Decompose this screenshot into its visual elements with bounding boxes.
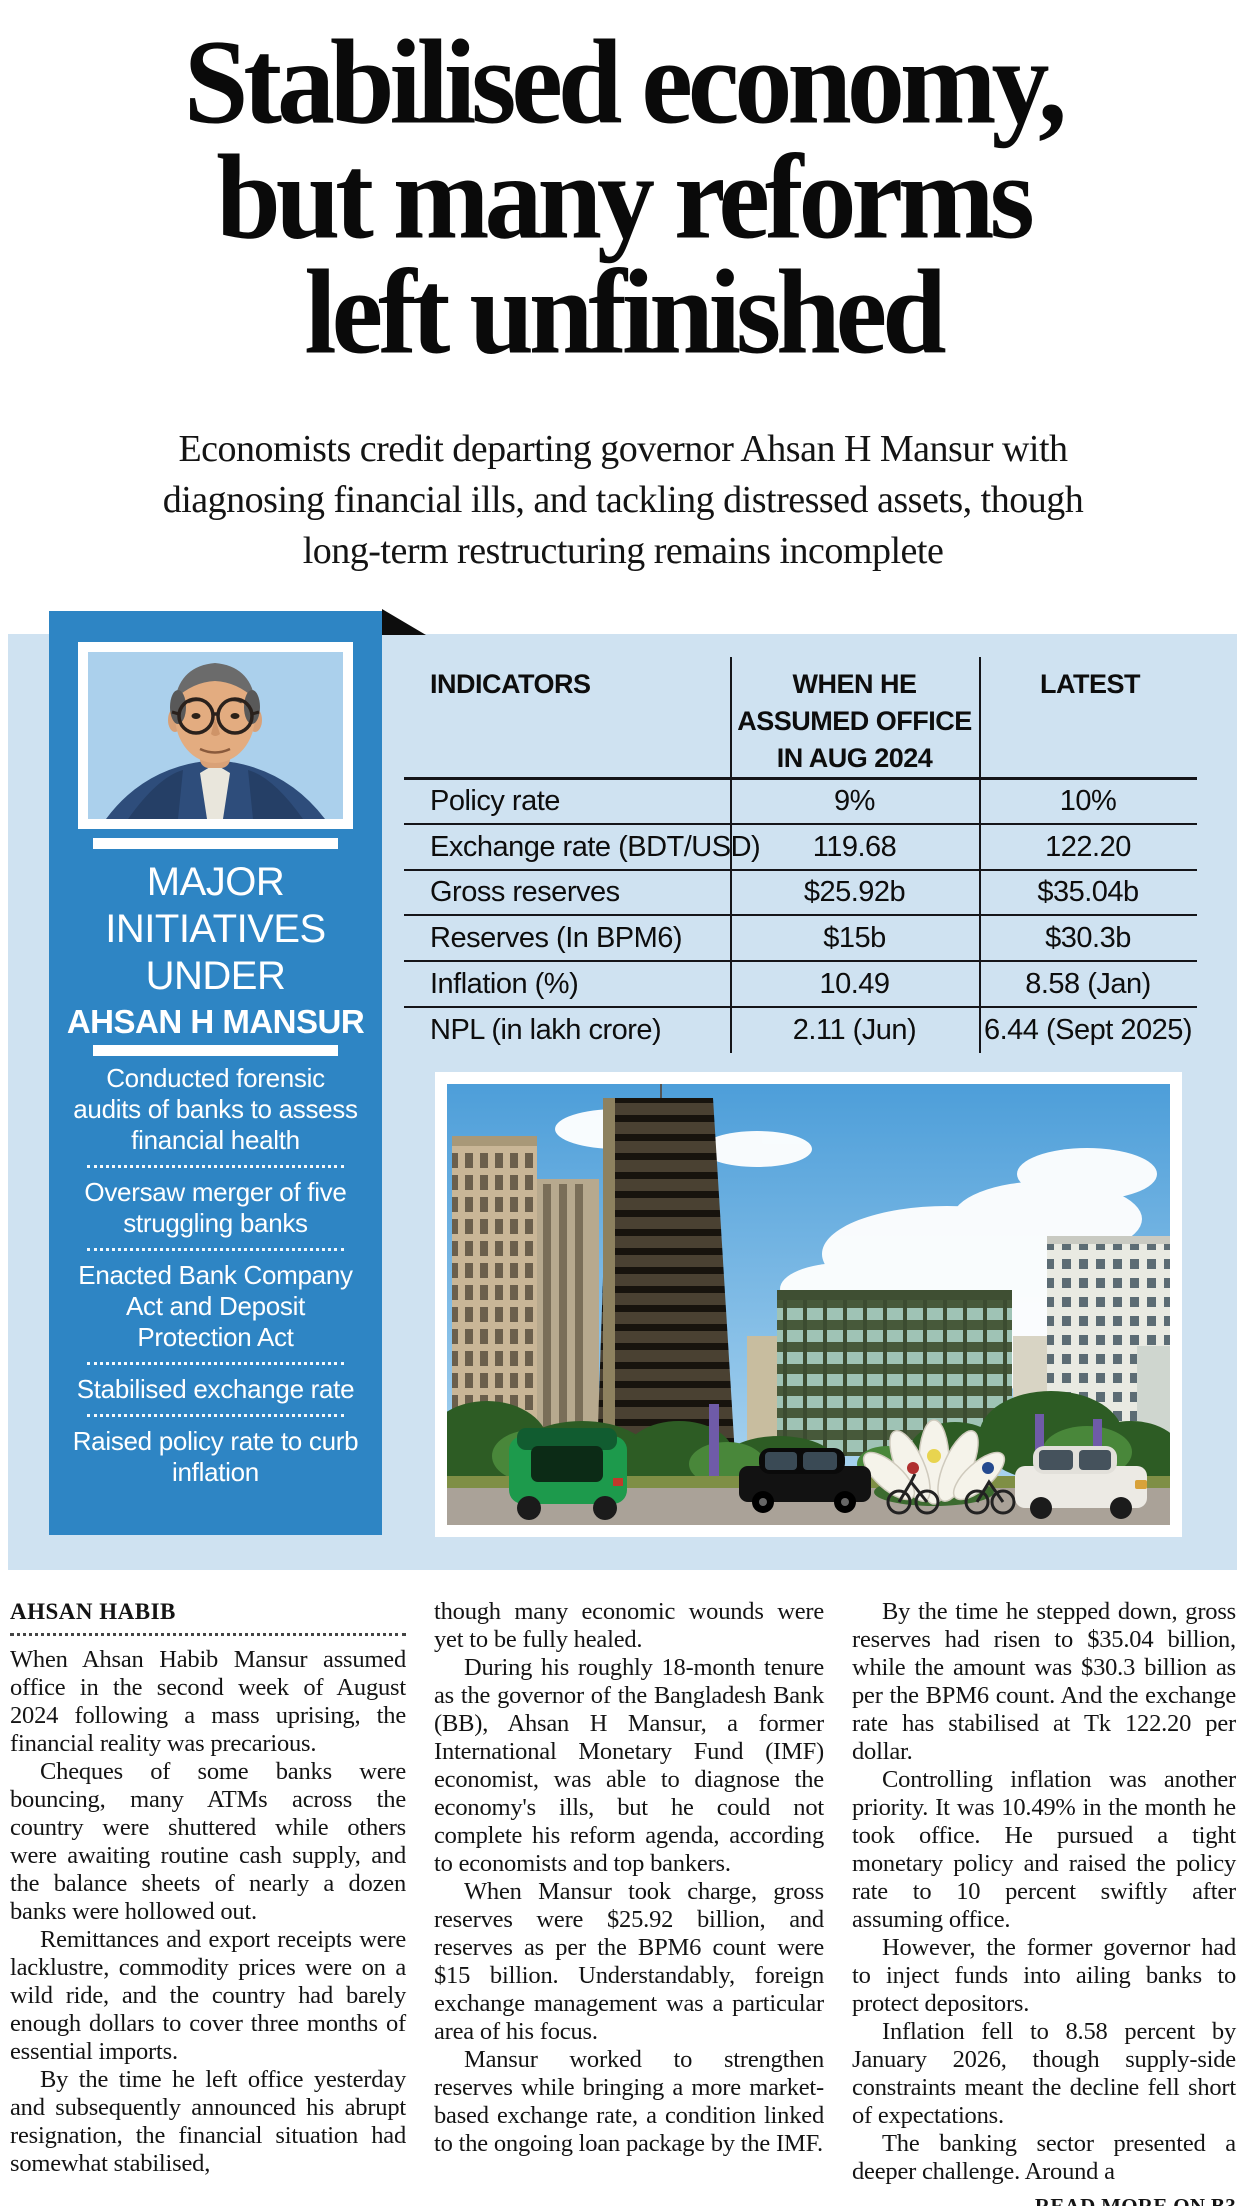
row-latest-value: $30.3b <box>1045 922 1131 954</box>
governor-portrait-photo <box>78 642 353 829</box>
table-header-line: IN AUG 2024 <box>776 743 933 773</box>
row-label: Policy rate <box>430 785 560 817</box>
list-item: Conducted forensic audits of banks to as… <box>73 1063 358 1155</box>
sidebar-divider-bar <box>93 1045 338 1056</box>
table-rule <box>404 869 1197 871</box>
table-row: Reserves (In BPM6) $15b $30.3b <box>404 916 1197 961</box>
row-label: Reserves (In BPM6) <box>430 922 683 954</box>
table-header-assumed-office: WHEN HE ASSUMED OFFICE IN AUG 2024 <box>734 666 975 777</box>
dotted-separator <box>86 1362 345 1365</box>
table-rule <box>404 777 1197 780</box>
row-label: Gross reserves <box>430 876 620 908</box>
paragraph: Cheques of some banks were bouncing, man… <box>10 1758 406 1925</box>
paragraph: When Ahsan Habib Mansur assumed office i… <box>10 1646 406 1757</box>
row-then-value: 9% <box>834 785 875 817</box>
article-column-3: By the time he stepped down, gross reser… <box>852 1598 1236 2206</box>
row-then-value: $25.92b <box>803 876 906 908</box>
table-rule <box>404 960 1197 962</box>
sidebar-initiative-list: Conducted forensic audits of banks to as… <box>69 1063 362 1488</box>
list-item: Stabilised exchange rate <box>76 1374 355 1404</box>
row-then-value: 119.68 <box>812 831 897 863</box>
paragraph: Mansur worked to strengthen reserves whi… <box>434 2046 824 2157</box>
cyclists <box>886 1473 1016 1515</box>
sidebar-title-line: MAJOR <box>146 860 285 904</box>
table-row: Gross reserves $25.92b $35.04b <box>404 870 1197 915</box>
paragraph: By the time he stepped down, gross reser… <box>852 1598 1236 1765</box>
row-label: Inflation (%) <box>430 968 579 1000</box>
subheadline-line: diagnosing financial ills, and tackling … <box>162 479 1084 521</box>
paragraph: The banking sector presented a deeper ch… <box>852 2130 1236 2185</box>
subheadline-line: long-term restructuring remains incomple… <box>302 530 944 572</box>
sidebar-title: MAJOR INITIATIVES UNDER AHSAN H MANSUR <box>49 859 382 1042</box>
sidebar-title-line: INITIATIVES <box>105 907 326 951</box>
table-row: Exchange rate (BDT/USD) 119.68 122.20 <box>404 825 1197 870</box>
headline-line: but many reforms <box>216 131 1035 265</box>
row-latest-value: 6.44 (Sept 2025) <box>983 1014 1193 1046</box>
sidebar-governor-name: AHSAN H MANSUR <box>66 1003 365 1040</box>
paragraph: though many economic wounds were yet to … <box>434 1598 824 1653</box>
paragraph: When Mansur took charge, gross reserves … <box>434 1878 824 2045</box>
white-car <box>1015 1446 1147 1519</box>
row-latest-value: 10% <box>1059 785 1117 817</box>
subheadline: Economists credit departing governor Ahs… <box>0 424 1246 577</box>
read-more-link[interactable]: READ MORE ON B3 <box>1034 2194 1236 2206</box>
headline: Stabilised economy, but many reforms lef… <box>0 16 1246 380</box>
article-column-2: though many economic wounds were yet to … <box>434 1598 824 2158</box>
row-then-value: 2.11 (Jun) <box>792 1014 917 1046</box>
headline-line: left unfinished <box>304 246 946 380</box>
auto-rickshaw <box>509 1428 627 1520</box>
paragraph: Inflation fell to 8.58 percent by Januar… <box>852 2018 1236 2129</box>
black-car <box>739 1448 871 1513</box>
sidebar-divider-bar <box>93 838 338 849</box>
row-latest-value: 8.58 (Jan) <box>1025 968 1151 1000</box>
headline-line: Stabilised economy, <box>183 16 1067 150</box>
sidebar-title-line: UNDER <box>145 954 286 998</box>
subheadline-line: Economists credit departing governor Ahs… <box>178 428 1068 470</box>
table-column-divider <box>730 657 732 1053</box>
row-then-value: $15b <box>823 922 886 954</box>
table-row: Policy rate 9% 10% <box>404 779 1197 824</box>
street-photo-illustration <box>447 1084 1170 1525</box>
page-fold-corner <box>382 609 426 635</box>
table-header-latest: LATEST <box>1040 669 1141 699</box>
byline: AHSAN HABIB <box>10 1599 176 1624</box>
table-row: Inflation (%) 10.49 8.58 (Jan) <box>404 962 1197 1007</box>
byline-rule <box>10 1633 406 1636</box>
row-latest-value: $35.04b <box>1037 876 1139 908</box>
street-photo <box>435 1072 1182 1537</box>
table-header-line: WHEN HE <box>792 669 918 699</box>
row-label: NPL (in lakh crore) <box>430 1014 662 1046</box>
table-rule <box>404 914 1197 916</box>
row-label: Exchange rate (BDT/USD) <box>430 831 761 863</box>
paragraph: By the time he left office yesterday and… <box>10 2066 406 2177</box>
article-column-1: AHSAN HABIB When Ahsan Habib Mansur assu… <box>10 1598 406 2178</box>
list-item: Enacted Bank Company Act and Deposit Pro… <box>78 1260 353 1352</box>
row-then-value: 10.49 <box>819 968 890 1000</box>
table-rule <box>404 1006 1197 1008</box>
paragraph: Controlling inflation was another priori… <box>852 1766 1236 1933</box>
paragraph: Remittances and export receipts were lac… <box>10 1926 406 2065</box>
dotted-separator <box>86 1414 345 1417</box>
table-row: NPL (in lakh crore) 2.11 (Jun) 6.44 (Sep… <box>404 1008 1197 1053</box>
table-rule <box>404 823 1197 825</box>
row-latest-value: 122.20 <box>1045 831 1131 863</box>
dotted-separator <box>86 1165 345 1168</box>
table-column-divider <box>979 657 981 1053</box>
list-item: Oversaw merger of five struggling banks <box>84 1177 347 1238</box>
paragraph: During his roughly 18-month tenure as th… <box>434 1654 824 1877</box>
paragraph: However, the former governor had to inje… <box>852 1934 1236 2017</box>
initiatives-sidebar: MAJOR INITIATIVES UNDER AHSAN H MANSUR C… <box>49 611 382 1535</box>
dotted-separator <box>86 1248 345 1251</box>
list-item: Raised policy rate to curb inflation <box>72 1426 359 1487</box>
table-header-line: ASSUMED OFFICE <box>737 706 972 736</box>
portrait-illustration <box>88 652 343 819</box>
table-header-indicators: INDICATORS <box>430 669 591 699</box>
